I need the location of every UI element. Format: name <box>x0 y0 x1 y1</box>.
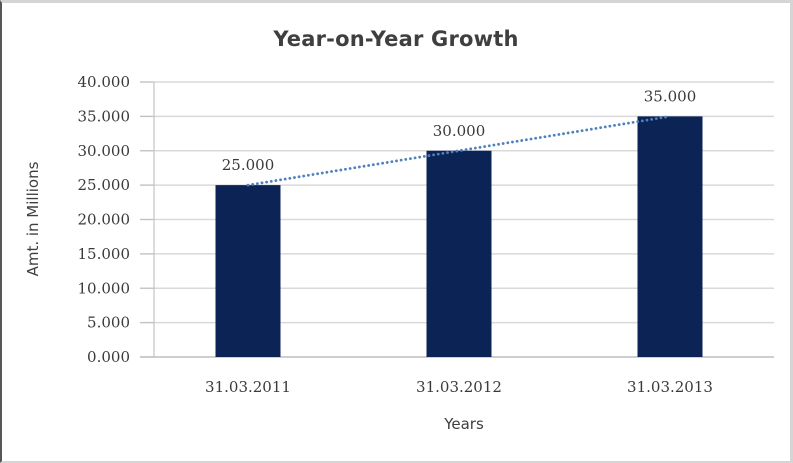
chart-title: Year-on-Year Growth <box>273 27 519 51</box>
bar-31.03.2012 <box>426 150 492 357</box>
bar-data-label: 35.000 <box>644 87 697 105</box>
bar-data-label: 30.000 <box>433 122 486 140</box>
x-category-label: 31.03.2013 <box>627 378 713 396</box>
bar-data-label: 25.000 <box>222 156 275 174</box>
y-tick-label: 0.000 <box>87 348 130 366</box>
y-tick-label: 20.000 <box>78 211 131 229</box>
bar-31.03.2011 <box>215 185 281 357</box>
plot-area: 0.000 5.000 10.000 15.000 20.000 25.000 30.000… <box>78 73 774 396</box>
trendline <box>246 114 672 187</box>
y-axis-title: Amt. in Millions <box>24 161 42 277</box>
y-tick-label: 5.000 <box>87 314 130 332</box>
y-tick-label: 15.000 <box>78 245 131 263</box>
x-category-label: 31.03.2012 <box>416 378 502 396</box>
y-tick-label: 10.000 <box>78 279 131 297</box>
y-tick-label: 40.000 <box>78 73 131 91</box>
y-tick-label: 35.000 <box>78 107 131 125</box>
x-category-label: 31.03.2011 <box>205 378 291 396</box>
bar-31.03.2013 <box>637 116 703 357</box>
y-tick-label: 30.000 <box>78 142 131 160</box>
y-tick-label: 25.000 <box>78 176 131 194</box>
x-axis-title: Years <box>444 415 484 433</box>
